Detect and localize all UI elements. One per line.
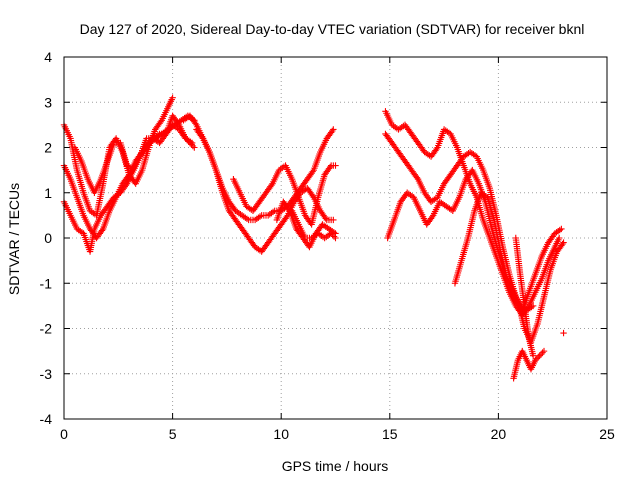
data-point — [322, 215, 329, 222]
data-point — [309, 192, 316, 199]
data-point — [122, 182, 130, 189]
y-tick-label: -3 — [40, 366, 53, 382]
data-point — [327, 230, 335, 237]
data-point — [189, 142, 197, 150]
series-track-7 — [230, 162, 339, 228]
data-point — [268, 182, 275, 189]
data-point — [98, 227, 106, 234]
data-point — [535, 353, 542, 361]
data-layer — [60, 94, 567, 382]
data-point — [536, 352, 543, 359]
data-point — [329, 127, 336, 135]
data-point — [309, 168, 316, 175]
y-tick-label: 1 — [44, 185, 52, 201]
x-axis-label: GPS time / hours — [282, 458, 389, 474]
data-point — [413, 174, 421, 181]
data-point — [558, 225, 565, 233]
series-track-14 — [510, 347, 548, 382]
data-point — [192, 120, 199, 127]
data-point — [537, 350, 545, 358]
axis-layer: 0 5 10 15 20 25 -4 -3 -2 -1 0 1 2 3 4 — [40, 49, 615, 442]
data-point — [283, 213, 290, 221]
data-point — [332, 162, 339, 169]
series-track-16 — [560, 329, 567, 337]
data-point — [188, 139, 196, 147]
x-tick-label: 15 — [382, 426, 398, 442]
y-tick-label: -4 — [40, 411, 53, 427]
data-point — [433, 145, 440, 153]
y-tick-label: -2 — [40, 321, 53, 337]
data-point — [326, 163, 334, 171]
data-point — [174, 120, 182, 127]
y-tick-label: -1 — [40, 275, 53, 291]
x-tick-label: 25 — [599, 426, 615, 442]
data-point — [285, 206, 293, 213]
plot-frame — [63, 56, 608, 420]
data-point — [532, 356, 539, 364]
data-point — [330, 126, 337, 133]
data-point — [161, 132, 169, 139]
series-track-4 — [71, 112, 196, 196]
data-point — [560, 239, 567, 246]
data-point — [169, 94, 176, 101]
data-point — [428, 213, 436, 221]
data-point — [198, 133, 206, 141]
data-point — [540, 347, 548, 355]
series-track-15 — [512, 234, 537, 359]
data-point — [539, 349, 546, 356]
chart-title: Day 127 of 2020, Sidereal Day-to-day VTE… — [80, 21, 585, 37]
x-tick-label: 10 — [273, 426, 289, 442]
series-track-6 — [193, 126, 337, 255]
data-point — [556, 234, 563, 242]
data-point — [329, 231, 336, 239]
data-point — [533, 355, 540, 362]
data-point — [330, 233, 338, 240]
x-tick-label: 0 — [60, 426, 68, 442]
data-point — [330, 216, 337, 224]
data-point — [529, 352, 537, 359]
data-point — [560, 329, 567, 337]
series-track-9 — [288, 207, 339, 242]
x-tick-label: 20 — [491, 426, 507, 442]
data-point — [332, 234, 339, 242]
y-tick-label: 4 — [44, 49, 52, 65]
y-tick-label: 0 — [44, 230, 52, 246]
data-point — [157, 118, 164, 126]
x-tick-label: 5 — [169, 426, 177, 442]
series-track-13 — [451, 189, 537, 314]
data-point — [529, 302, 537, 310]
y-tick-label: 3 — [44, 94, 52, 110]
data-point — [559, 240, 566, 248]
y-axis-label: SDTVAR / TECUs — [6, 183, 22, 295]
data-point — [191, 144, 198, 151]
y-tick-label: 2 — [44, 140, 52, 156]
